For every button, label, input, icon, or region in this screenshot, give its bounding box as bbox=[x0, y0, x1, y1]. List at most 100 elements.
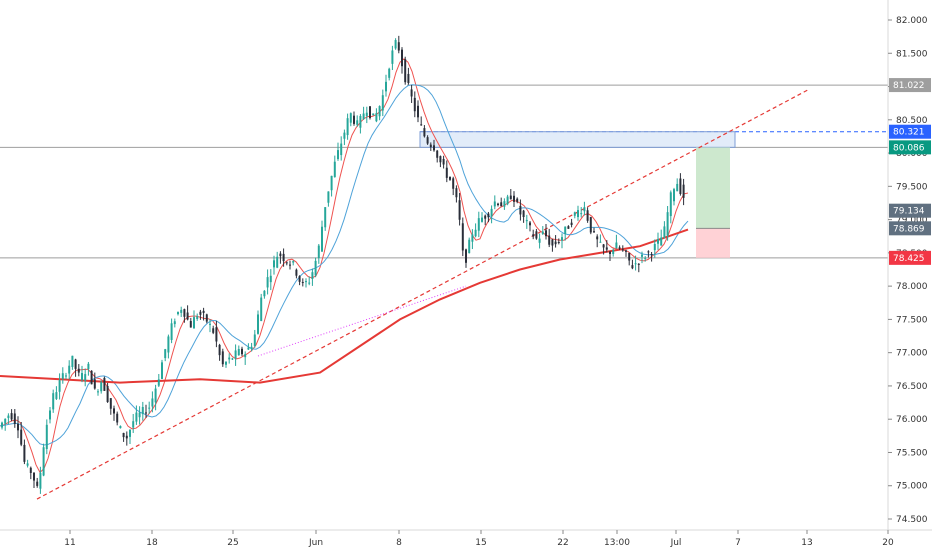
candle-body bbox=[103, 377, 106, 391]
supply-zone bbox=[419, 131, 736, 148]
candle-body bbox=[497, 203, 499, 206]
candle-body bbox=[369, 106, 371, 119]
candle-body bbox=[650, 254, 653, 256]
x-tick-label: 20 bbox=[882, 538, 894, 548]
candle-body bbox=[61, 373, 64, 379]
candle-body bbox=[618, 247, 621, 249]
candle-body bbox=[573, 212, 576, 216]
candle-body bbox=[455, 188, 458, 198]
candle-body bbox=[372, 113, 375, 116]
x-tick-label: 13:00 bbox=[604, 538, 630, 548]
price-badge-label: 78.869 bbox=[893, 224, 925, 234]
candle-body bbox=[609, 251, 611, 254]
candle-body bbox=[295, 269, 298, 276]
y-tick-label: 82.000 bbox=[896, 16, 928, 26]
candle-body bbox=[353, 115, 355, 124]
candle-body bbox=[199, 311, 202, 315]
candle-body bbox=[506, 196, 509, 205]
candle-body bbox=[253, 334, 256, 346]
candle-body bbox=[580, 213, 583, 215]
candle-body bbox=[29, 467, 32, 473]
candle-body bbox=[71, 355, 74, 367]
candle-body bbox=[100, 382, 103, 392]
candle-body bbox=[663, 226, 666, 238]
candle-body bbox=[407, 73, 410, 84]
candle-body bbox=[113, 408, 115, 414]
candle-body bbox=[292, 261, 295, 263]
candle-body bbox=[269, 275, 272, 283]
candle-body bbox=[13, 413, 16, 424]
candle-body bbox=[452, 178, 455, 189]
price-badge-bg bbox=[889, 124, 931, 139]
candle-body bbox=[676, 183, 679, 192]
candle-body bbox=[189, 321, 192, 328]
candle-body bbox=[205, 314, 208, 322]
target-zone bbox=[696, 147, 730, 229]
ma-fast-line bbox=[0, 58, 689, 474]
price-badge-bg bbox=[889, 78, 931, 93]
candle-body bbox=[538, 238, 541, 243]
candle-body bbox=[247, 347, 250, 350]
candle-body bbox=[244, 354, 247, 358]
x-tick-label: 7 bbox=[735, 538, 741, 548]
candle-body bbox=[167, 336, 170, 353]
candle-body bbox=[4, 418, 7, 424]
candle-body bbox=[471, 234, 474, 242]
candle-body bbox=[250, 346, 253, 350]
candle-body bbox=[599, 241, 602, 243]
candle-body bbox=[519, 205, 522, 215]
candle-body bbox=[209, 323, 211, 325]
candle-body bbox=[298, 276, 301, 282]
candle-body bbox=[26, 463, 29, 466]
candle-body bbox=[525, 219, 528, 222]
candle-body bbox=[141, 406, 144, 415]
candle-body bbox=[484, 215, 487, 219]
price-badge-label: 79.134 bbox=[893, 207, 925, 217]
price-badge: 78.869 bbox=[889, 221, 931, 236]
candle-body bbox=[314, 260, 317, 276]
candle-body bbox=[157, 379, 160, 386]
dotted-trendline bbox=[257, 285, 467, 357]
stop-zone bbox=[696, 228, 730, 258]
candle-body bbox=[516, 198, 519, 202]
candle-body bbox=[349, 113, 352, 123]
y-tick-label: 80.500 bbox=[896, 116, 928, 126]
price-badge-bg bbox=[889, 250, 931, 265]
y-tick-label: 75.000 bbox=[896, 482, 928, 492]
candle-body bbox=[586, 210, 589, 221]
candle-body bbox=[583, 207, 586, 212]
candle-body bbox=[458, 200, 461, 220]
candle-body bbox=[154, 388, 157, 403]
candle-body bbox=[170, 323, 173, 340]
price-badge-label: 81.022 bbox=[893, 81, 925, 91]
candle-body bbox=[410, 89, 413, 97]
candle-body bbox=[33, 472, 35, 481]
candle-body bbox=[577, 210, 579, 218]
candle-body bbox=[305, 281, 307, 283]
candle-body bbox=[468, 239, 471, 254]
candle-body bbox=[241, 348, 243, 355]
candle-body bbox=[106, 386, 109, 403]
candle-body bbox=[615, 242, 618, 249]
price-axis[interactable]: 82.00081.50081.00080.50080.00079.50079.0… bbox=[887, 0, 931, 530]
candle-body bbox=[327, 191, 330, 203]
candle-body bbox=[337, 150, 339, 160]
candle-body bbox=[570, 222, 573, 226]
x-tick-label: 11 bbox=[64, 538, 75, 548]
time-axis[interactable]: 11 18 25 Jun 8 15 22 13:00 Jul 7 13 20 bbox=[0, 529, 932, 548]
price-badge-bg bbox=[889, 203, 931, 218]
candle-body bbox=[404, 59, 407, 83]
candle-body bbox=[602, 244, 605, 248]
candle-body bbox=[129, 429, 131, 437]
price-badge: 78.425 bbox=[889, 250, 931, 265]
candle-body bbox=[362, 113, 365, 120]
candle-body bbox=[55, 392, 58, 399]
y-tick-label: 75.500 bbox=[896, 448, 928, 458]
candle-body bbox=[183, 309, 186, 317]
candle-body bbox=[346, 118, 349, 136]
candle-body bbox=[218, 344, 221, 356]
candle-body bbox=[330, 175, 333, 191]
candle-body bbox=[541, 231, 544, 234]
price-badge-label: 78.425 bbox=[893, 254, 925, 264]
